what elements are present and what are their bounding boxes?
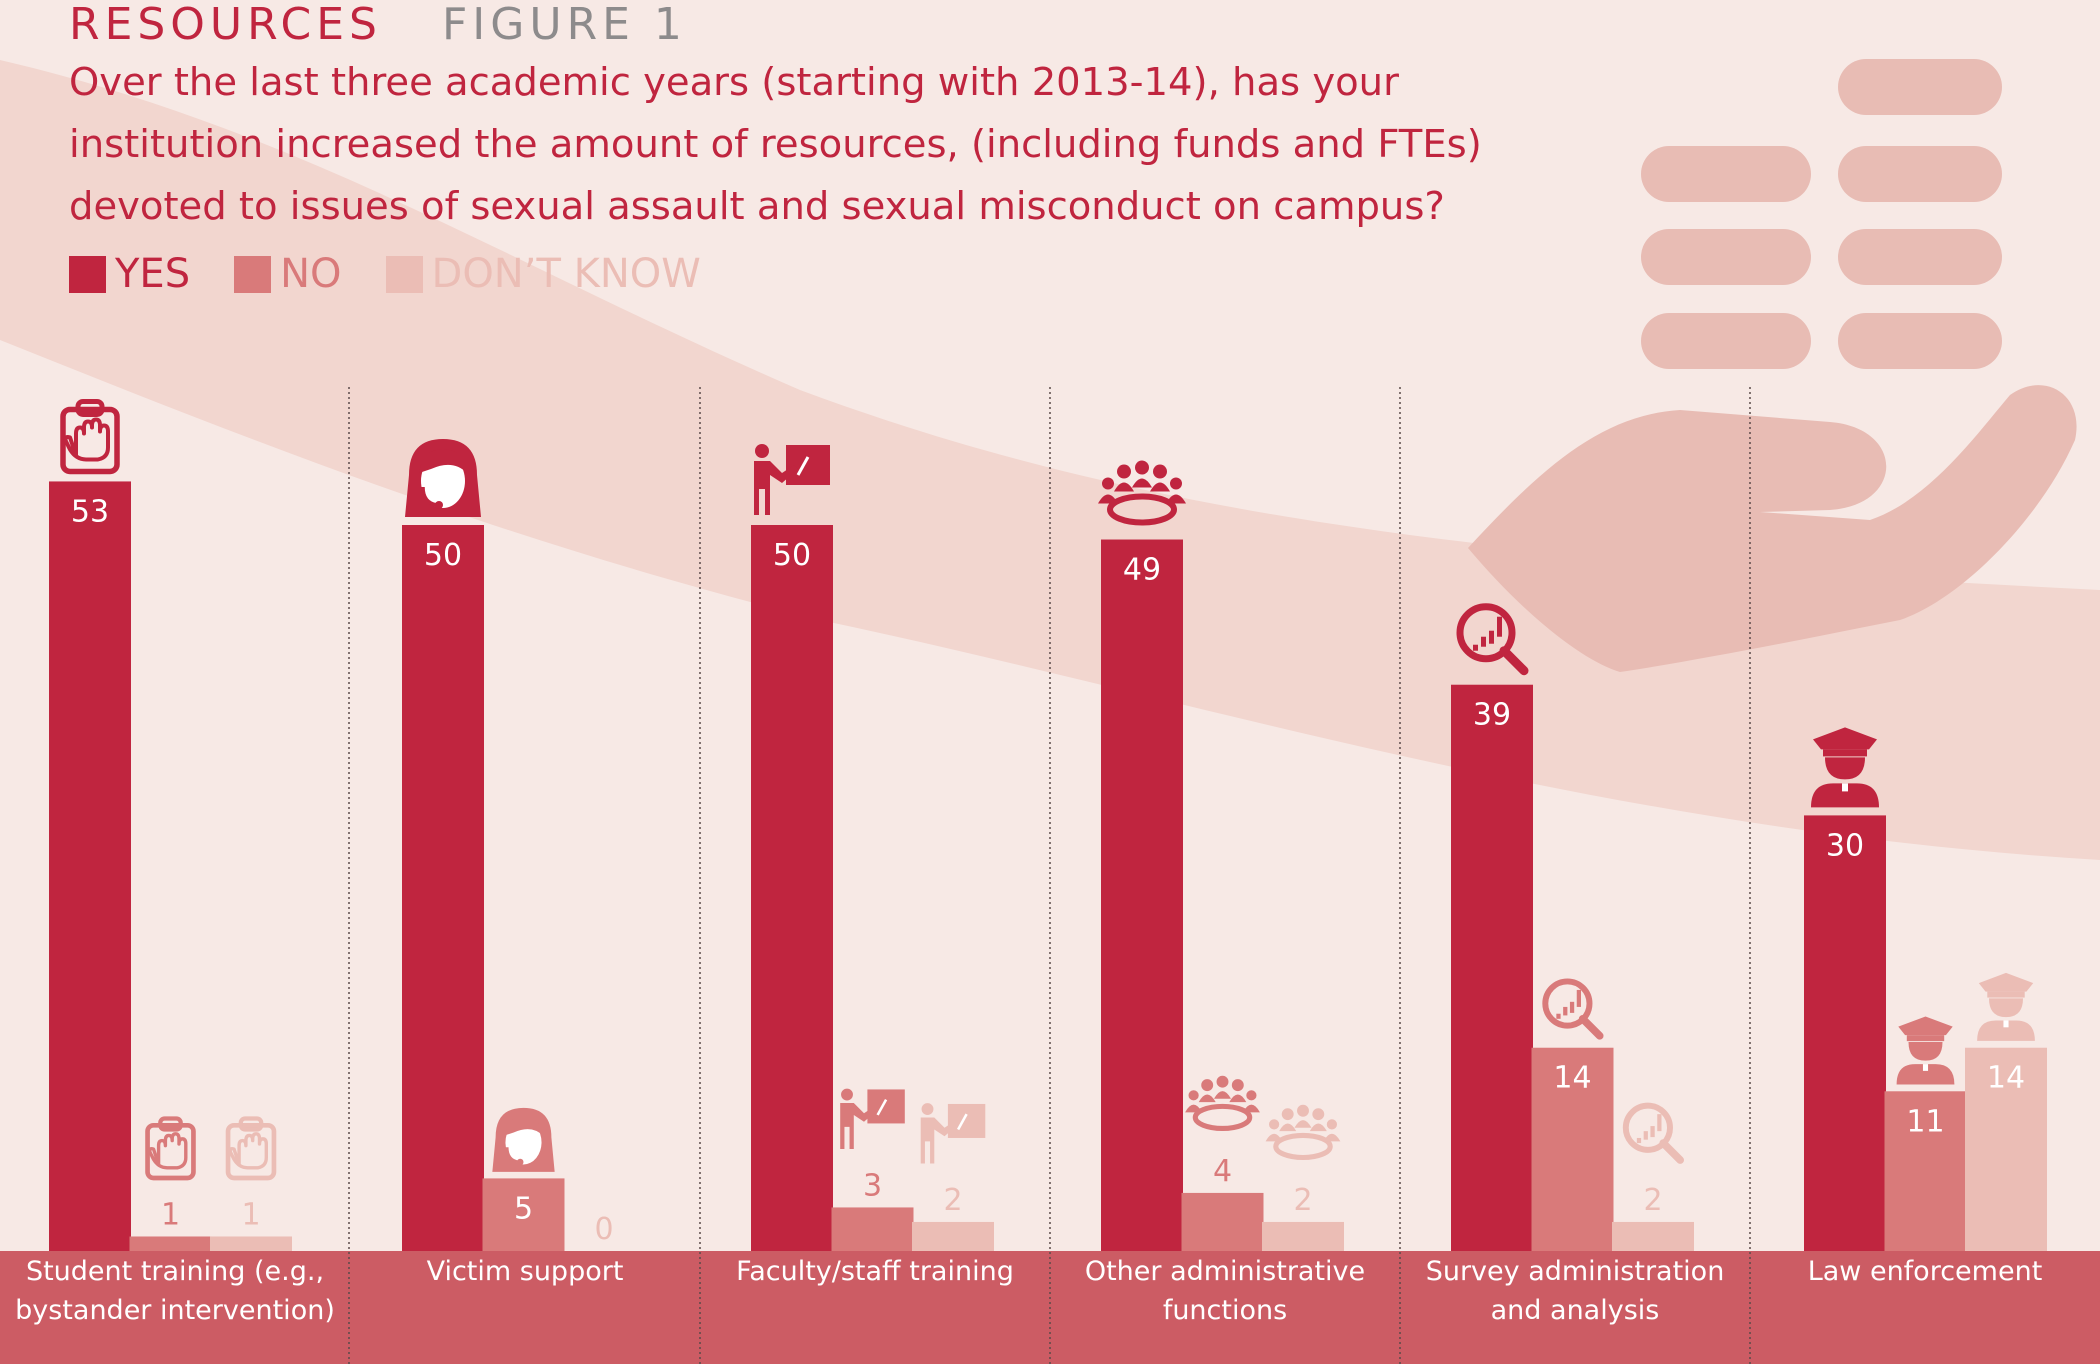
police-officer-icon	[1896, 1016, 1955, 1085]
bar-no	[1531, 1047, 1614, 1251]
bar-value-label: 1	[241, 1197, 260, 1232]
chart-header: RESOURCES FIGURE 1 Over the last three ac…	[69, 0, 1519, 300]
police-officer-icon	[1977, 972, 2035, 1041]
bar-yes	[49, 481, 131, 1251]
legend-label-yes: YES	[115, 251, 191, 297]
legend-label-no: NO	[280, 251, 342, 297]
bar-value-label: 5	[514, 1191, 533, 1226]
presenter-icon	[754, 444, 830, 515]
bar-value-label: 4	[1213, 1154, 1232, 1189]
legend-label-dont-know: DON’T KNOW	[431, 251, 701, 297]
legend-item-no: NO	[234, 251, 342, 297]
presenter-icon	[840, 1088, 905, 1149]
category-label-law-enforcement: Law enforcement	[1807, 1256, 2043, 1287]
bar-value-label: 49	[1123, 553, 1161, 588]
bar-no	[1884, 1091, 1967, 1251]
bar-yes	[1101, 539, 1183, 1251]
bar-value-label: 30	[1826, 828, 1864, 863]
legend-swatch-yes	[69, 255, 106, 293]
bar-yes	[751, 525, 833, 1251]
bar-value-label: 11	[1906, 1104, 1944, 1139]
legend-item-yes: YES	[69, 251, 190, 297]
hand-with-coins-icon	[1468, 59, 2077, 672]
bar-no	[831, 1207, 914, 1251]
bar-yes	[1451, 684, 1533, 1251]
category-label-student-training: Student training (e.g., bystander interv…	[15, 1256, 335, 1326]
bar-value-label: 2	[1293, 1183, 1312, 1218]
bar-value-label: 0	[594, 1212, 613, 1247]
category-label-other-administrative-functions: Other administrative functions	[1084, 1256, 1366, 1326]
bar-dont-know	[210, 1236, 292, 1251]
legend: YES NO DON’T KNOW	[69, 248, 1519, 300]
bar-group: 53 1 1	[49, 398, 292, 1251]
category-label-victim-support: Victim support	[426, 1256, 624, 1287]
bar-value-label: 3	[863, 1168, 882, 1203]
legend-swatch-no	[234, 255, 272, 293]
magnifier-chart-icon	[1622, 1102, 1685, 1164]
category-label-faculty-staff-training: Faculty/staff training	[736, 1256, 1014, 1287]
bar-dont-know	[1262, 1221, 1344, 1251]
bar-group: 30 11 14	[1804, 727, 2047, 1251]
chart-title: Over the last three academic years (star…	[69, 60, 1482, 229]
person-headset-icon	[405, 439, 481, 517]
bar-value-label: 53	[71, 494, 109, 529]
category-label-survey-administration: Survey administration and analysis	[1425, 1256, 1725, 1326]
section-label: RESOURCES	[69, 0, 382, 50]
bar-dont-know	[912, 1221, 994, 1251]
legend-swatch-dont-know	[385, 255, 423, 293]
figure-heading: RESOURCES FIGURE 1	[69, 0, 1519, 50]
person-headset-icon	[492, 1107, 555, 1172]
bar-group: 39 14 2	[1451, 603, 1694, 1251]
meeting-group-icon	[1098, 460, 1186, 526]
figure-label: FIGURE 1	[441, 0, 687, 50]
clipboard-hand-icon	[60, 398, 120, 475]
bar-dont-know	[1965, 1047, 2047, 1251]
bar-value-label: 2	[943, 1183, 962, 1218]
police-officer-icon	[1811, 727, 1879, 808]
bar-group: 50 3 2	[751, 444, 994, 1251]
clipboard-hand-icon	[225, 1116, 277, 1181]
bar-yes	[402, 525, 484, 1251]
bar-yes	[1804, 815, 1886, 1251]
bar-no	[129, 1236, 212, 1251]
presenter-icon	[920, 1103, 986, 1164]
bar-value-label: 14	[1987, 1061, 2025, 1096]
magnifier-chart-icon	[1456, 603, 1529, 676]
background-swoosh	[0, 60, 2100, 860]
bar-no	[1181, 1192, 1264, 1251]
bar-group: 49 4 2	[1098, 460, 1344, 1251]
meeting-group-icon	[1185, 1075, 1260, 1132]
bar-value-label: 1	[161, 1197, 180, 1232]
bar-dont-know	[1612, 1221, 1694, 1251]
bar-value-label: 50	[424, 538, 462, 573]
bar-value-label: 14	[1553, 1061, 1591, 1096]
bar-no	[482, 1178, 565, 1251]
bar-value-label: 2	[1643, 1183, 1662, 1218]
bar-value-label: 50	[773, 538, 811, 573]
meeting-group-icon	[1265, 1104, 1341, 1161]
legend-item-dont-know: DON’T KNOW	[385, 251, 701, 297]
clipboard-hand-icon	[145, 1116, 196, 1181]
bar-value-label: 39	[1473, 698, 1511, 733]
magnifier-chart-icon	[1542, 978, 1604, 1040]
